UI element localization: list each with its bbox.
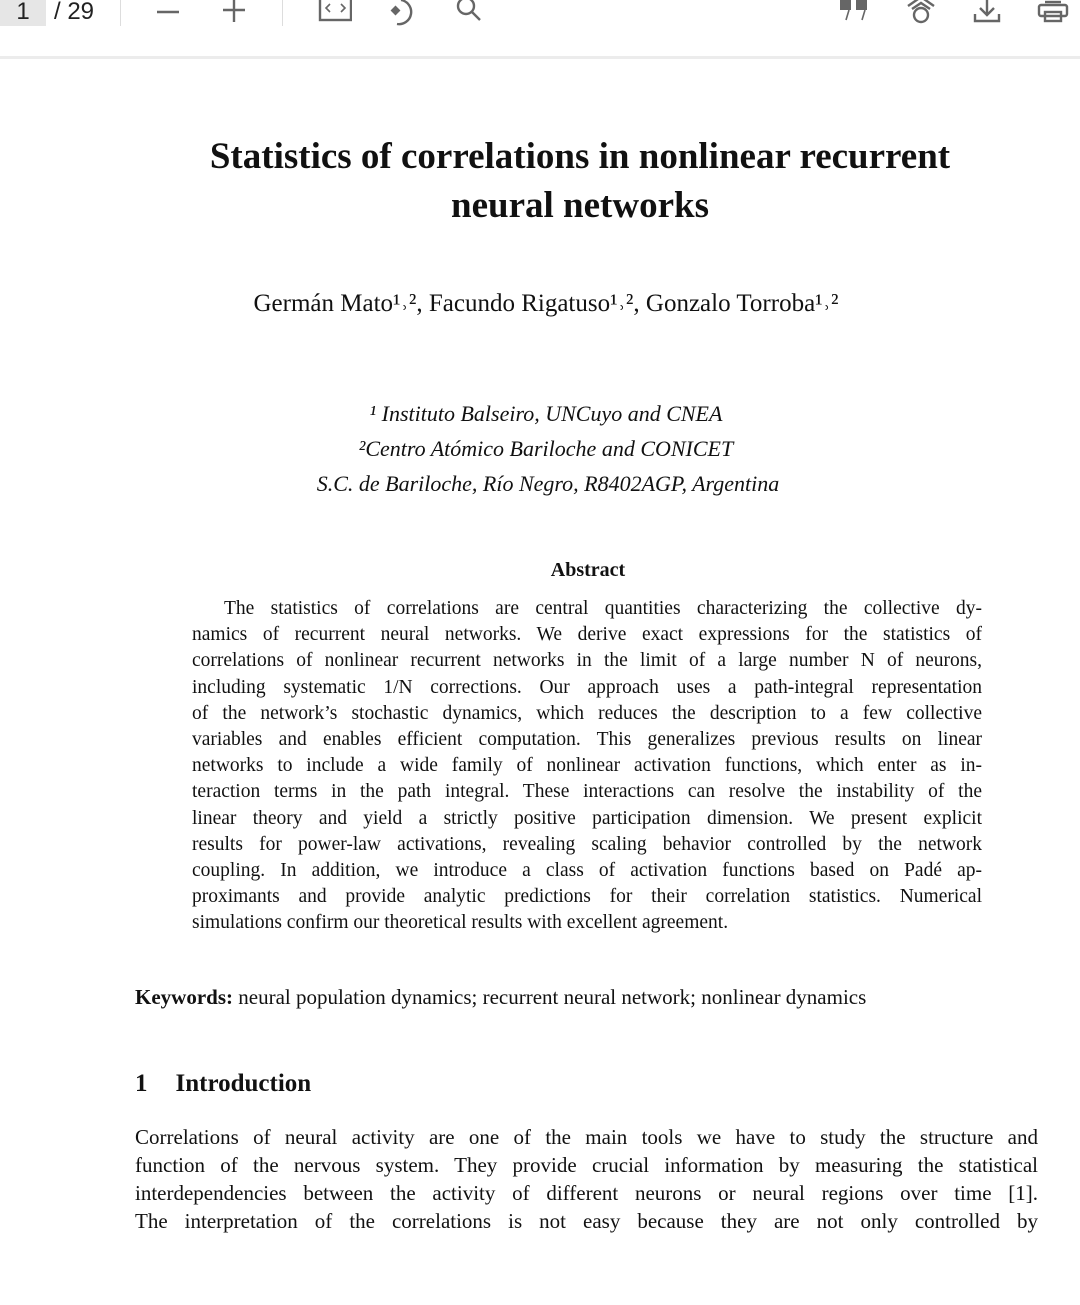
- zoom-in-icon[interactable]: [217, 0, 251, 28]
- pdf-toolbar: 1 / 29: [0, 0, 1080, 59]
- text-line: results for power-law activations, revea…: [192, 833, 982, 855]
- affiliation-1: ¹ Instituto Balseiro, UNCuyo and CNEA: [369, 401, 723, 426]
- fit-page-icon[interactable]: [318, 0, 352, 28]
- affiliation-2: ²Centro Atómico Bariloche and CONICET: [358, 436, 734, 461]
- print-icon[interactable]: [1036, 0, 1070, 28]
- page-number-input[interactable]: 1: [0, 0, 46, 26]
- search-icon[interactable]: [452, 0, 486, 28]
- text-line: correlations of nonlinear recurrent netw…: [192, 650, 982, 672]
- abstract-heading: Abstract: [550, 559, 626, 581]
- keywords-label: Keywords:: [135, 985, 233, 1009]
- cite-icon[interactable]: [838, 0, 872, 28]
- keywords-text: neural population dynamics; recurrent ne…: [238, 985, 867, 1009]
- rotate-icon[interactable]: [386, 0, 420, 28]
- page-total: / 29: [54, 0, 95, 25]
- text-line: coupling. In addition, we introduce a cl…: [192, 860, 982, 881]
- zoom-out-icon[interactable]: [151, 0, 185, 28]
- text-line: proximants and provide analytic predicti…: [192, 886, 982, 908]
- text-line: simulations confirm our theoretical resu…: [192, 912, 729, 934]
- paper-authors: Germán Mato¹˒², Facundo Rigatuso¹˒², Gon…: [253, 290, 839, 317]
- keywords: Keywords: neural population dynamics; re…: [135, 985, 1003, 1010]
- scholar-icon[interactable]: [904, 0, 938, 28]
- text-line: The statistics of correlations are centr…: [224, 598, 982, 619]
- text-line: The interpretation of the correlations i…: [135, 1209, 1038, 1233]
- text-line: variables and enables efficient computat…: [192, 729, 982, 750]
- text-line: interdependencies between the activity o…: [135, 1181, 1038, 1205]
- text-line: including systematic 1/N corrections. Ou…: [192, 676, 982, 698]
- affiliation-3: S.C. de Bariloche, Río Negro, R8402AGP, …: [316, 471, 780, 496]
- text-line: namics of recurrent neural networks. We …: [192, 624, 982, 646]
- divider: [282, 0, 283, 26]
- text-line: function of the nervous system. They pro…: [135, 1153, 1038, 1177]
- paper-title-line-1: Statistics of correlations in nonlinear …: [209, 136, 951, 177]
- text-line: linear theory and yield a strictly posit…: [192, 807, 982, 829]
- section-heading: 1 Introduction: [135, 1070, 311, 1098]
- text-line: Correlations of neural activity are one …: [135, 1125, 1038, 1149]
- section-number: 1: [135, 1070, 148, 1097]
- divider: [120, 0, 121, 26]
- text-line: networks to include a wide family of non…: [192, 755, 982, 777]
- text-line: teraction terms in the path integral. Th…: [192, 781, 982, 803]
- section-title: Introduction: [175, 1070, 312, 1097]
- download-icon[interactable]: [970, 0, 1004, 28]
- text-line: of the network’s stochastic dynamics, wh…: [192, 702, 982, 724]
- paper-title-line-2: neural networks: [451, 185, 709, 226]
